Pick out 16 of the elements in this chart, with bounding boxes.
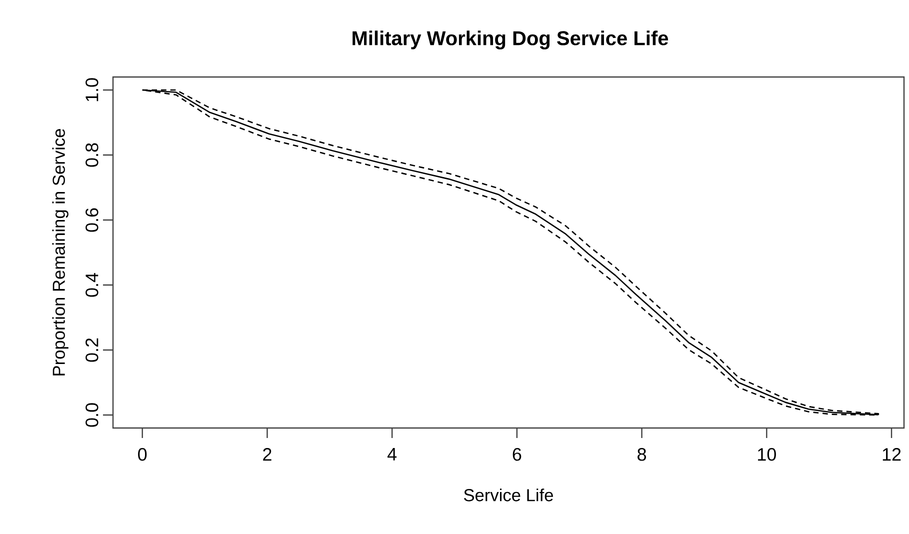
- x-tick-label: 4: [387, 448, 397, 460]
- x-tick-label: 2: [263, 448, 272, 461]
- y-tick-label: 0.6: [86, 208, 98, 232]
- x-tick-label: 6: [512, 448, 522, 461]
- x-tick-label: 8: [638, 448, 646, 461]
- chart-title: Military Working Dog Service Life: [352, 30, 668, 50]
- y-tick-label: 0.2: [86, 338, 98, 362]
- x-tick-label: 12: [882, 448, 901, 461]
- x-axis-title: Service Life: [464, 488, 553, 502]
- y-axis-title: Proportion Remaining in Service: [52, 129, 68, 376]
- y-tick-label: 1.0: [86, 78, 98, 102]
- x-tick-label: 10: [758, 448, 776, 461]
- x-tick-label: 0: [138, 448, 147, 461]
- y-tick-label: 0.0: [86, 403, 98, 427]
- y-tick-label: 0.8: [86, 143, 98, 167]
- y-tick-label: 0.4: [86, 272, 98, 297]
